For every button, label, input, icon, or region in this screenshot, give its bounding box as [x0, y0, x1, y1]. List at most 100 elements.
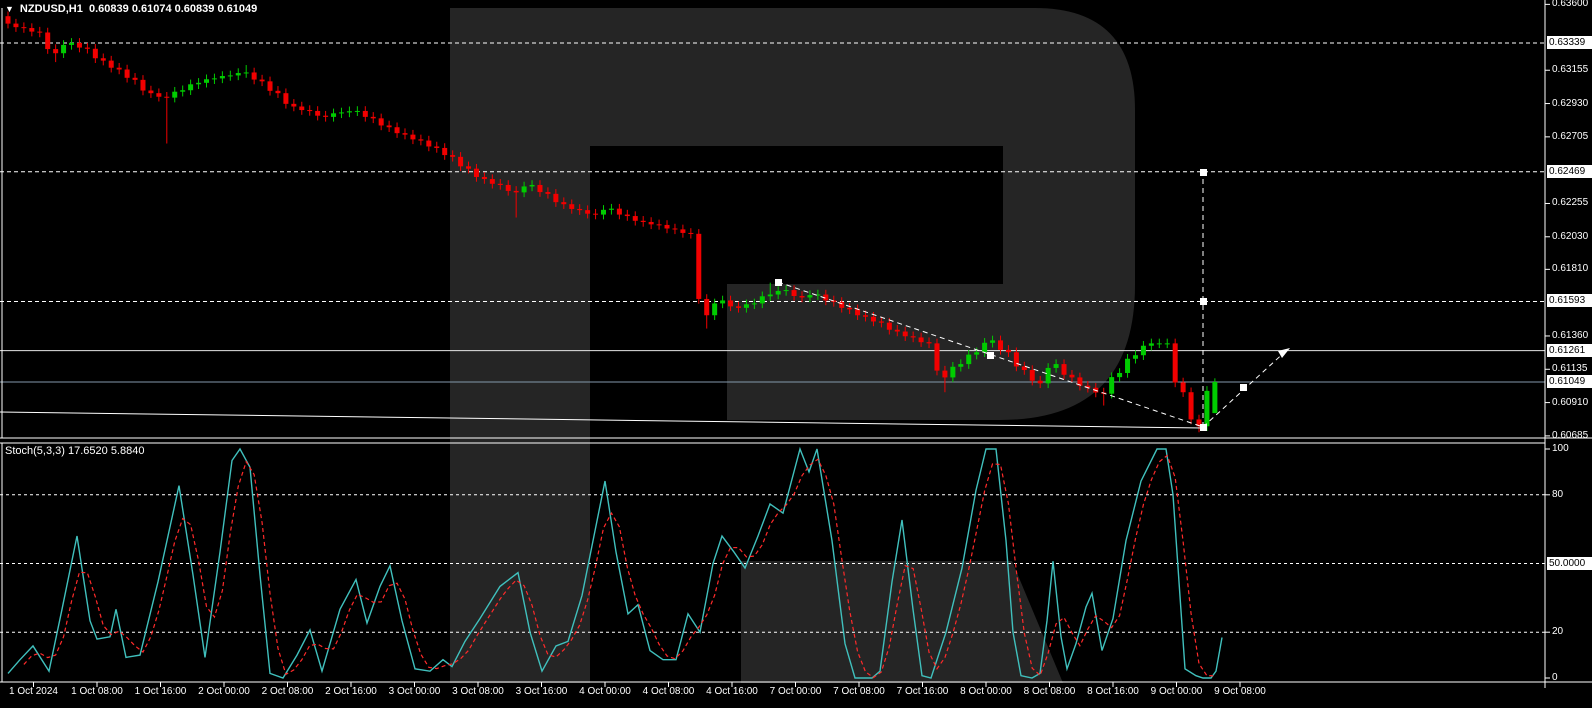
candle-down: [53, 49, 59, 54]
candle-down: [998, 340, 1003, 350]
support-trendline: [0, 411, 1204, 429]
time-tick-label: 8 Oct 16:00: [1087, 686, 1139, 697]
candle-down: [942, 370, 948, 378]
candle-up: [958, 364, 964, 367]
candle-down: [728, 300, 734, 307]
time-tick-label: 8 Oct 08:00: [1023, 686, 1076, 697]
stoch-k-line: [7, 446, 1223, 679]
candle-down: [656, 224, 662, 226]
stoch-tick-label: 20: [1552, 626, 1564, 638]
candle-up: [1045, 367, 1051, 384]
time-tick-label: 1 Oct 08:00: [71, 686, 123, 697]
time-tick-label: 9 Oct 08:00: [1214, 686, 1266, 697]
candle-down: [1069, 374, 1075, 378]
candle-down: [1029, 370, 1035, 381]
candle-up: [1148, 343, 1154, 346]
candle-up: [61, 44, 67, 54]
candle-down: [1196, 419, 1202, 427]
candle-down: [664, 224, 670, 229]
candle-down: [29, 28, 35, 32]
candle-down: [37, 31, 43, 33]
candle-down: [283, 93, 289, 104]
candle-down: [458, 156, 464, 167]
trendline-objects[interactable]: [0, 169, 1290, 431]
candle-down: [585, 210, 591, 214]
candle-down: [1021, 366, 1027, 371]
time-tick-label: 3 Oct 08:00: [452, 686, 504, 697]
candle-up: [521, 186, 527, 193]
candle-down: [886, 322, 892, 330]
candle-down: [569, 204, 575, 209]
candle-down: [688, 232, 694, 234]
candle-down: [616, 208, 622, 215]
candle-up: [982, 342, 988, 353]
candle-up: [775, 290, 781, 295]
candle-down: [148, 90, 154, 94]
object-handle: [1200, 298, 1207, 305]
price-tick-label: 0.61135: [1552, 363, 1588, 375]
object-handle: [1240, 384, 1247, 391]
broker-logo-watermark-R: [450, 8, 1135, 683]
candle-down: [863, 315, 869, 317]
candle-up: [712, 303, 718, 316]
candle-down: [76, 42, 82, 48]
candle-down: [426, 140, 432, 147]
candle-up: [990, 340, 996, 343]
candle-down: [251, 72, 257, 80]
candle-down: [902, 331, 908, 337]
candle-up: [974, 352, 980, 355]
candle-up: [69, 42, 75, 45]
candle-up: [338, 112, 344, 114]
indicator-k-value: 17.6520: [67, 445, 108, 457]
candle-down: [1180, 382, 1186, 393]
candle-down: [855, 309, 861, 316]
chart-title: ▼ NZDUSD,H1 0.60839 0.61074 0.60839 0.610…: [5, 3, 257, 15]
candle-up: [1132, 355, 1138, 359]
candle-down: [561, 202, 567, 205]
candle-down: [378, 118, 384, 126]
candle-up: [966, 354, 972, 365]
candle-up: [235, 73, 241, 76]
candle-down: [934, 343, 940, 371]
collapse-triangle-icon[interactable]: ▼: [5, 4, 14, 14]
price-tick-label: 0.62930: [1552, 97, 1589, 109]
candle-up: [1109, 377, 1115, 394]
candle-down: [13, 23, 19, 28]
candle-up: [1212, 382, 1218, 414]
time-tick-label: 2 Oct 16:00: [325, 686, 377, 697]
time-tick-label: 9 Oct 00:00: [1150, 686, 1203, 697]
candle-down: [640, 220, 646, 222]
symbol-timeframe: NZDUSD,H1: [19, 3, 83, 15]
candle-up: [743, 304, 749, 308]
candle-down: [450, 155, 456, 157]
candle-up: [331, 113, 337, 117]
candle-down: [394, 127, 400, 134]
candle-down: [505, 184, 511, 191]
candle-up: [354, 110, 360, 112]
candle-down: [545, 192, 551, 194]
time-tick-label: 4 Oct 08:00: [642, 686, 695, 697]
pane-frames: [0, 0, 1592, 688]
price-tick-label: 0.61810: [1552, 263, 1589, 275]
candle-down: [323, 115, 329, 117]
candle-down: [1172, 343, 1178, 383]
candle-down: [791, 290, 797, 296]
price-tick-label: 0.62030: [1552, 230, 1589, 242]
candle-down: [140, 79, 146, 91]
candle-down: [839, 301, 845, 308]
candle-down: [434, 146, 440, 148]
candle-down: [577, 208, 583, 211]
candle-down: [100, 58, 106, 61]
time-tick-label: 4 Oct 00:00: [579, 686, 631, 697]
candle-down: [704, 298, 710, 316]
time-tick-label: 7 Oct 00:00: [769, 686, 822, 697]
candle-down: [466, 166, 472, 169]
price-tick-label: 0.61360: [1552, 329, 1589, 341]
candle-down: [5, 16, 11, 24]
candle-down: [918, 337, 924, 343]
candle-down: [553, 193, 559, 203]
time-tick-label: 1 Oct 16:00: [134, 686, 187, 697]
candle-down: [124, 69, 130, 78]
candle-up: [950, 366, 956, 378]
